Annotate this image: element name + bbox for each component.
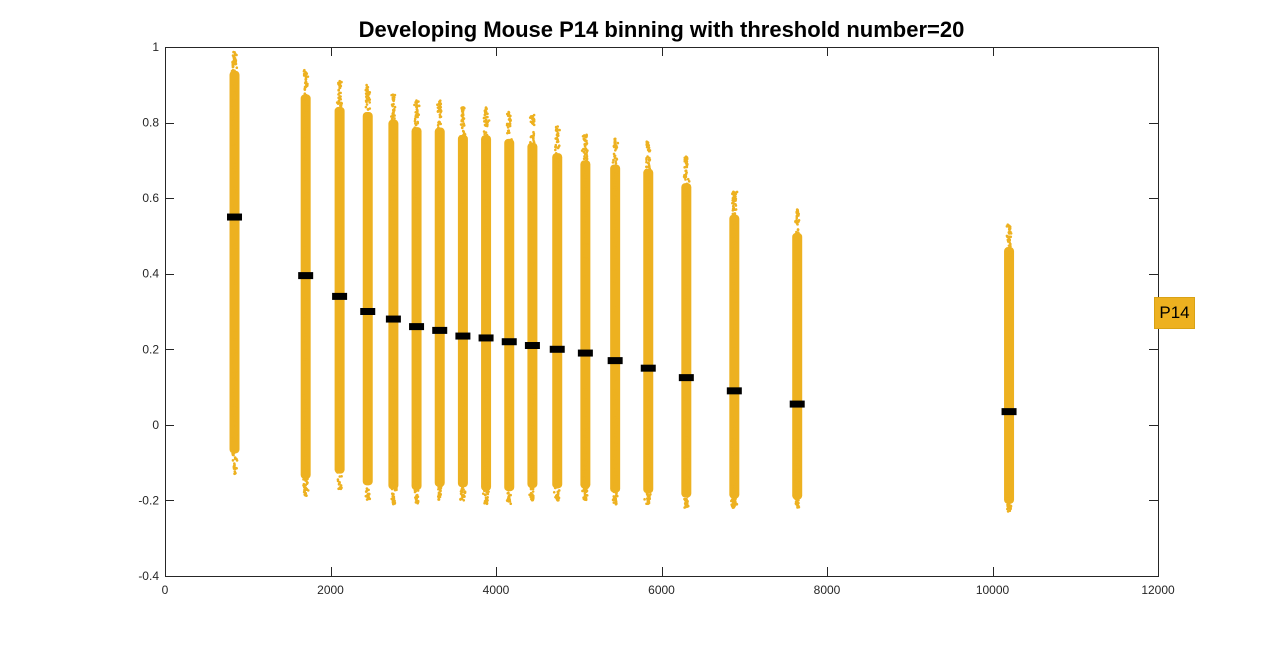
bin-core-9 xyxy=(504,138,515,492)
bin-points-18 xyxy=(1004,223,1015,513)
bin-core-14 xyxy=(643,168,654,494)
x-tick-label-3: 6000 xyxy=(648,583,675,597)
bin-core-18 xyxy=(1004,247,1015,504)
axes: 0 2000 4000 6000 8000 10000 12000 -0.4 -0.2 0 0.2 0… xyxy=(138,40,1175,597)
bin-points-3 xyxy=(362,83,373,501)
y-tick-label-7: 1 xyxy=(152,40,159,54)
bin-points-2 xyxy=(334,79,345,491)
bin-points-17 xyxy=(792,208,803,509)
bin-points-8 xyxy=(481,106,492,506)
bin-points-9 xyxy=(504,110,515,506)
median-marker-13 xyxy=(607,357,623,365)
bin-points-11 xyxy=(552,125,563,502)
bin-points-12 xyxy=(580,133,591,502)
bin-points-0 xyxy=(229,50,240,476)
legend-label: P14 xyxy=(1159,303,1190,322)
median-marker-6 xyxy=(432,326,448,334)
bin-core-7 xyxy=(457,134,468,488)
y-tick-label-1: -0.2 xyxy=(138,493,159,507)
bin-points-15 xyxy=(681,155,692,509)
median-marker-17 xyxy=(789,400,805,408)
median-marker-3 xyxy=(360,308,376,315)
bin-points-10 xyxy=(527,113,538,502)
chart-title: Developing Mouse P14 binning with thresh… xyxy=(358,17,965,42)
x-tick-label-2: 4000 xyxy=(483,583,510,597)
x-tick-label-5: 10000 xyxy=(976,583,1010,597)
median-marker-7 xyxy=(455,332,471,340)
median-marker-11 xyxy=(549,345,565,353)
median-marker-2 xyxy=(332,292,348,300)
bin-points-5 xyxy=(411,99,422,505)
bin-points-1 xyxy=(300,68,311,497)
median-marker-14 xyxy=(640,364,656,372)
y-tick-label-0: -0.4 xyxy=(138,569,159,583)
bin-points-13 xyxy=(610,137,621,506)
median-marker-0 xyxy=(227,213,243,221)
x-tick-label-0: 0 xyxy=(162,583,169,597)
median-marker-12 xyxy=(577,349,593,357)
scatter-points xyxy=(229,50,1015,513)
bin-points-16 xyxy=(729,190,740,510)
y-tick-label-3: 0.2 xyxy=(142,342,159,356)
bin-points-7 xyxy=(457,106,468,502)
bin-core-5 xyxy=(411,127,422,490)
y-tick-label-5: 0.6 xyxy=(142,191,159,205)
median-marker-9 xyxy=(501,338,517,346)
x-tick-label-1: 2000 xyxy=(317,583,344,597)
legend-entry-p14: P14 xyxy=(1154,297,1195,329)
bin-core-3 xyxy=(362,111,373,486)
bin-core-6 xyxy=(434,127,445,487)
median-marker-4 xyxy=(385,315,401,323)
bin-points-14 xyxy=(643,140,654,506)
x-tick-label-4: 8000 xyxy=(814,583,841,597)
bin-points-4 xyxy=(388,93,399,506)
median-marker-10 xyxy=(524,342,540,350)
median-marker-8 xyxy=(478,334,494,342)
x-tick-label-6: 12000 xyxy=(1141,583,1175,597)
median-marker-1 xyxy=(298,272,314,280)
median-markers xyxy=(227,213,1017,416)
bin-points-6 xyxy=(434,99,445,501)
median-marker-18 xyxy=(1001,408,1017,416)
median-marker-15 xyxy=(678,374,694,382)
y-tick-label-6: 0.8 xyxy=(142,116,159,130)
median-marker-5 xyxy=(409,323,425,331)
y-tick-label-4: 0.4 xyxy=(142,267,159,281)
median-marker-16 xyxy=(726,387,742,395)
y-tick-label-2: 0 xyxy=(152,418,159,432)
bin-core-16 xyxy=(729,214,740,499)
